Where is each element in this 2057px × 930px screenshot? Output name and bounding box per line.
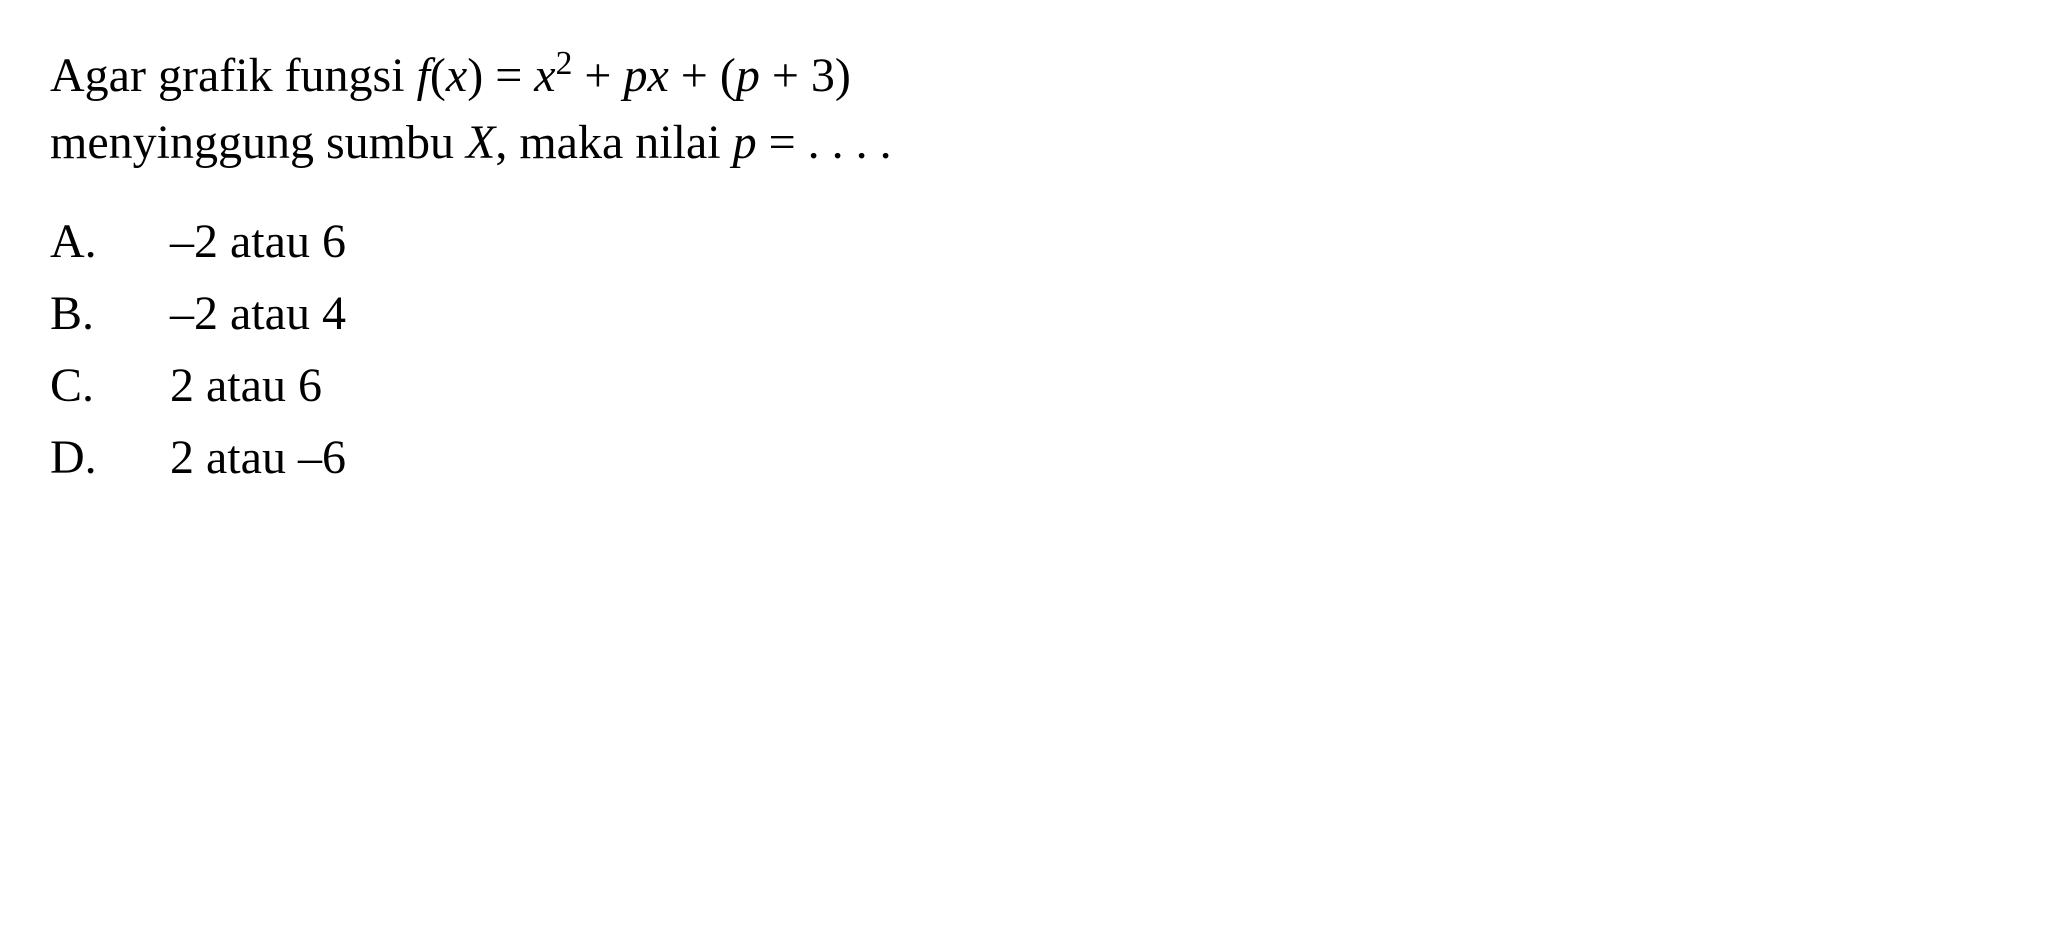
option-c-letter: C. [50,350,170,422]
axis-x: X [466,116,495,169]
term-p2: p [736,49,760,102]
exponent: 2 [556,45,573,82]
plus-3: + 3) [760,49,851,102]
paren-close-eq: ) = [467,49,534,102]
function-x: x [446,49,467,102]
option-b-text: –2 atau 4 [170,278,2007,350]
option-c: C. 2 atau 6 [50,350,2007,422]
term-p1: p [623,49,647,102]
term-x2: x [647,49,668,102]
question-line2-part1: menyinggung sumbu [50,116,466,169]
var-p: p [733,116,757,169]
question-text: Agar grafik fungsi f(x) = x2 + px + (p +… [50,40,2007,176]
option-d-letter: D. [50,422,170,494]
option-a: A. –2 atau 6 [50,206,2007,278]
function-f: f [417,49,430,102]
option-b: B. –2 atau 4 [50,278,2007,350]
question-intro: Agar grafik fungsi [50,49,417,102]
options-list: A. –2 atau 6 B. –2 atau 4 C. 2 atau 6 D.… [50,206,2007,494]
equals-dots: = . . . . [757,116,892,169]
option-a-letter: A. [50,206,170,278]
plus-2: + ( [669,49,736,102]
question-line2-part2: , maka nilai [495,116,732,169]
option-a-text: –2 atau 6 [170,206,2007,278]
option-c-text: 2 atau 6 [170,350,2007,422]
option-b-letter: B. [50,278,170,350]
option-d: D. 2 atau –6 [50,422,2007,494]
option-d-text: 2 atau –6 [170,422,2007,494]
paren-open: ( [430,49,446,102]
term-x: x [534,49,555,102]
plus-1: + [572,49,623,102]
